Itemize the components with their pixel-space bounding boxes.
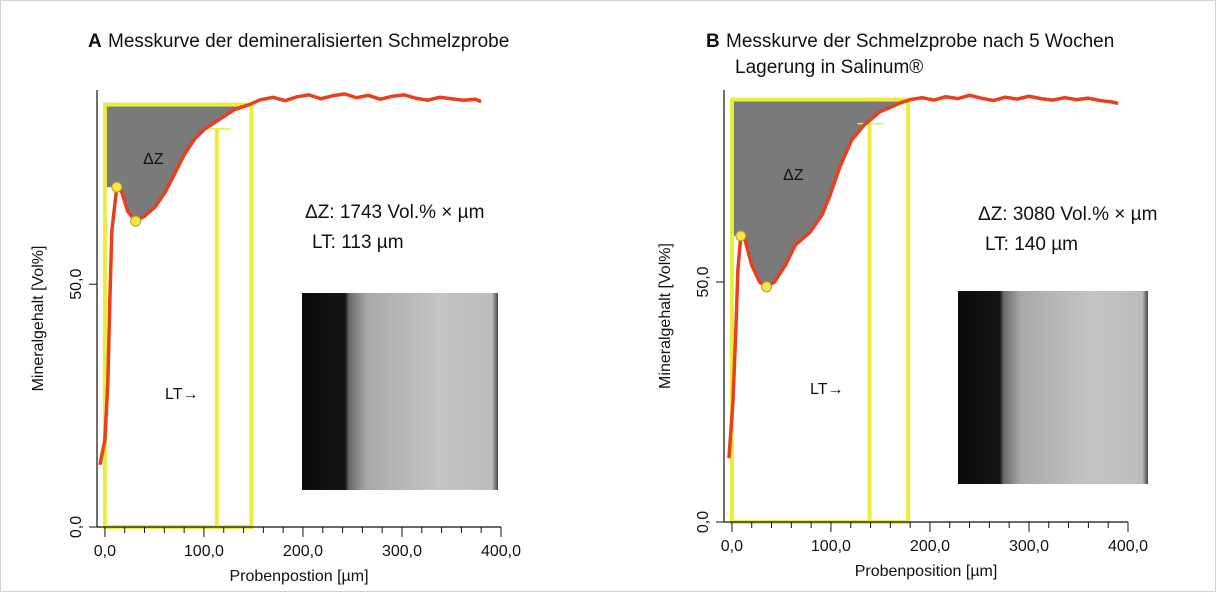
x-tick-label: 200,0	[910, 538, 950, 555]
x-axis-label: Probenposition [µm]	[855, 563, 998, 580]
annotation: ΔZ: 1743 Vol.% × µm	[305, 202, 484, 223]
marker	[761, 281, 773, 293]
marker	[735, 230, 747, 242]
y-tick-label: 0,0	[695, 511, 712, 533]
chart-title: Messkurve der demineralisierten Schmelzp…	[108, 31, 509, 52]
y-tick-label: 0,0	[68, 516, 85, 538]
y-tick-label: 50,0	[68, 269, 85, 300]
x-axis-label: Probenpostion [µm]	[229, 568, 368, 585]
x-tick-label: 400,0	[481, 543, 521, 560]
annotation: ΔZ	[143, 151, 164, 168]
micrograph	[958, 291, 1148, 484]
marker	[130, 215, 142, 227]
annotation: LT→	[165, 386, 198, 403]
y-tick-label: 50,0	[695, 266, 712, 297]
curve	[98, 92, 482, 466]
micrograph	[302, 293, 498, 490]
chart-title: Messkurve der Schmelzprobe nach 5 Wochen	[726, 31, 1114, 52]
annotation: ΔZ	[783, 167, 804, 184]
y-axis-label: Mineralgehalt [Vol%]	[657, 243, 674, 389]
y-axis-label: Mineralgehalt [Vol%]	[30, 246, 47, 392]
x-tick-label: 300,0	[1009, 538, 1049, 555]
chart-title: Lagerung in Salinum®	[735, 57, 923, 78]
x-tick-label: 100,0	[811, 538, 851, 555]
panel-label: A	[88, 31, 102, 52]
marker	[111, 181, 123, 193]
curve	[727, 93, 1119, 459]
annotation: LT→	[810, 381, 843, 398]
panel-label: B	[706, 31, 720, 52]
annotation: LT: 113 µm	[312, 232, 404, 253]
annotation: ΔZ: 3080 Vol.% × µm	[978, 204, 1157, 225]
x-tick-label: 100,0	[184, 543, 224, 560]
x-tick-label: 0,0	[94, 543, 116, 560]
annotation: LT: 140 µm	[985, 234, 1078, 255]
delta-z-area	[104, 104, 250, 222]
x-tick-label: 300,0	[382, 543, 422, 560]
x-tick-label: 0,0	[721, 538, 743, 555]
x-tick-label: 200,0	[283, 543, 323, 560]
x-tick-label: 400,0	[1108, 538, 1148, 555]
delta-z-area	[731, 99, 911, 287]
